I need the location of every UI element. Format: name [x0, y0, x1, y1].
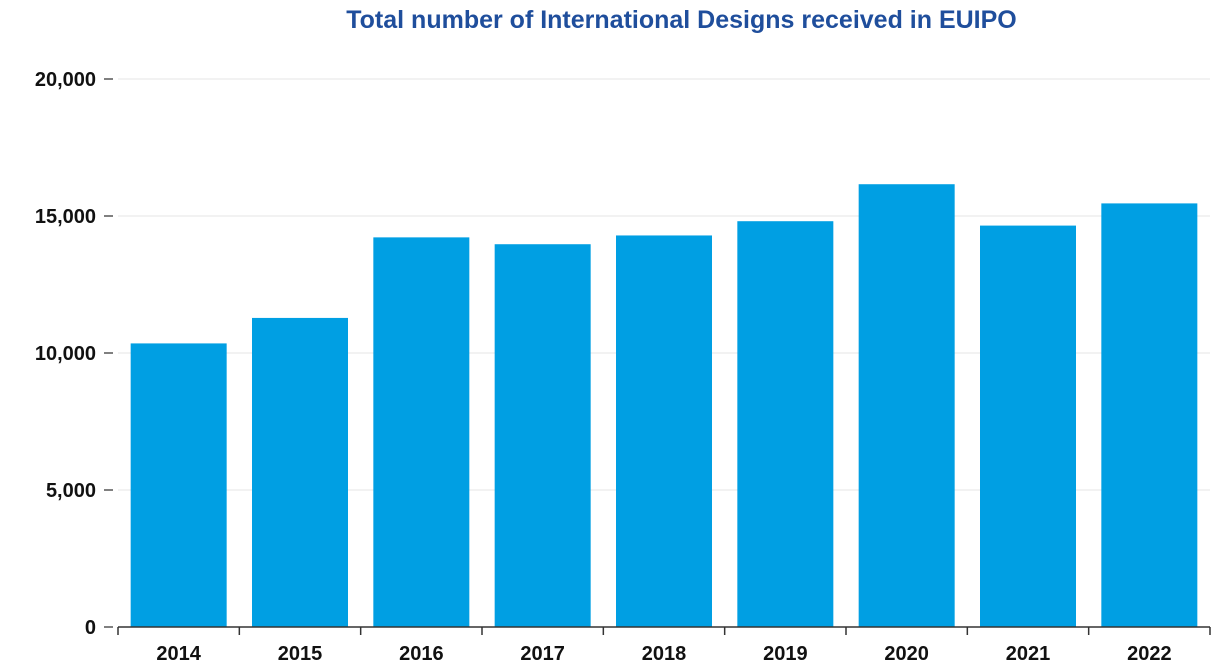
x-tick-label: 2016 — [399, 643, 444, 664]
x-tick-label: 2017 — [520, 643, 565, 664]
y-tick-label: 5,000 — [46, 480, 96, 502]
y-tick-label: 0 — [85, 617, 96, 639]
bar-2014 — [130, 343, 227, 627]
bar-2015 — [252, 317, 348, 627]
bar-2021 — [980, 225, 1076, 627]
bar-2019 — [737, 221, 834, 627]
x-tick-label: 2014 — [156, 643, 201, 664]
x-axis: 2014 2015 2016 2017 2018 2019 2020 2021 2022 — [117, 626, 1211, 664]
bar-2016 — [373, 237, 470, 627]
x-tick-label: 2018 — [642, 643, 687, 664]
y-tick-label: 20,000 — [35, 69, 96, 91]
x-tick-label: 2019 — [763, 643, 808, 664]
y-tick-label: 10,000 — [35, 343, 96, 365]
bar-2022 — [1101, 203, 1198, 627]
y-tick-label: 15,000 — [35, 206, 96, 228]
bar-2018 — [616, 235, 712, 628]
x-tick-label: 2021 — [1006, 643, 1051, 664]
x-tick-label: 2015 — [278, 643, 323, 664]
y-axis: 0 5,000 10,000 15,000 20,000 — [35, 69, 113, 639]
bars — [130, 184, 1198, 628]
chart-title: Total number of International Designs re… — [346, 6, 1017, 34]
bar-2017 — [494, 244, 591, 628]
x-tick-label: 2020 — [884, 643, 929, 664]
bar-2020 — [858, 184, 955, 627]
x-tick-label: 2022 — [1127, 643, 1172, 664]
